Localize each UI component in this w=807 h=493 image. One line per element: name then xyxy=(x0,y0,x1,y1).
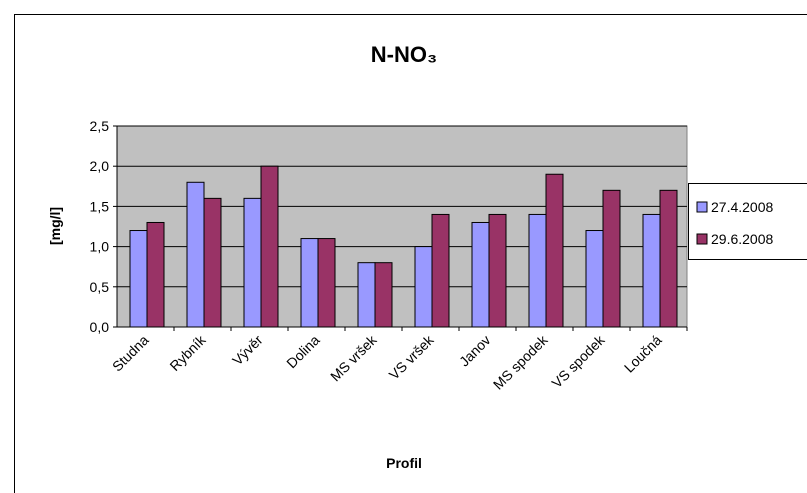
bar xyxy=(659,189,678,328)
bar xyxy=(545,173,564,328)
bar xyxy=(260,165,279,328)
bar xyxy=(300,238,319,328)
y-tick-label: 2,0 xyxy=(90,158,110,174)
y-tick-label: 2,5 xyxy=(90,118,110,134)
bar xyxy=(317,238,336,328)
legend-label: 27.4.2008 xyxy=(711,199,773,215)
bar xyxy=(243,197,262,328)
legend-swatch xyxy=(696,233,708,245)
bar xyxy=(146,221,165,328)
bar xyxy=(374,262,393,328)
y-axis-label: [mg/l] xyxy=(47,207,63,245)
y-tick-label: 1,5 xyxy=(90,198,110,214)
y-tick-label: 1,0 xyxy=(90,239,110,255)
chart-title: N-NO₃ xyxy=(371,42,437,67)
legend xyxy=(688,183,807,260)
legend-swatch xyxy=(696,201,708,213)
bar xyxy=(414,246,433,328)
bar xyxy=(203,197,222,328)
bar xyxy=(642,213,661,328)
bar xyxy=(602,189,621,328)
bar xyxy=(471,221,490,328)
x-axis-label: Profil xyxy=(386,455,422,471)
y-tick-label: 0,0 xyxy=(90,319,110,335)
bar xyxy=(129,230,148,328)
legend-label: 29.6.2008 xyxy=(711,231,773,247)
bar xyxy=(488,213,507,328)
bar xyxy=(431,213,450,328)
bar xyxy=(186,181,205,328)
bar xyxy=(357,262,376,328)
bar xyxy=(528,213,547,328)
bar xyxy=(585,230,604,328)
y-tick-label: 0,5 xyxy=(90,279,110,295)
